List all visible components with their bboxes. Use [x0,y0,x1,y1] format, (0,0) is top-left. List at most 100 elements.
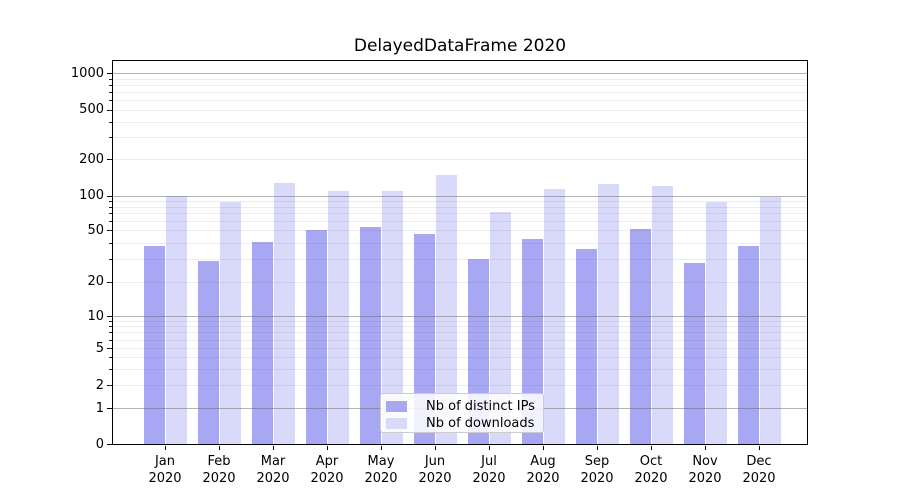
bar-ips-oct [629,228,651,445]
x-tick-label-month: Apr [315,454,339,469]
y-minor-tick-200 [109,159,112,160]
x-tick-sep [596,446,598,450]
x-tick-label-year: 2020 [634,471,668,486]
x-tick-label-dec: Dec 2020 [731,453,787,487]
x-tick-apr [326,446,328,450]
x-tick-may [380,446,382,450]
bar-ips-feb [197,261,219,445]
y-minor-tick-500 [109,109,112,111]
gridline-minor-9 [113,320,807,322]
bar-ips-dec [737,245,759,445]
gridline-minor-80 [113,206,807,208]
gridline-minor-200 [113,159,807,160]
gridline-minor-40 [113,242,807,244]
y-tick-1 [107,408,112,409]
x-tick-label-month: Jul [481,454,497,469]
gridline-minor-400 [113,121,807,123]
gridline-minor-90 [113,200,807,202]
x-tick-label-jul: Jul 2020 [461,453,517,487]
x-tick-label-aug: Aug 2020 [515,453,571,487]
y-tick-label-2: 2 [95,377,104,393]
legend-swatch-downloads [386,417,407,429]
x-tick-label-oct: Oct 2020 [623,453,679,487]
bar-downloads-may [381,191,403,445]
chart-title: DelayedDataFrame 2020 [353,36,567,56]
x-tick-label-year: 2020 [148,471,182,486]
y-minor-tick-4 [109,357,112,358]
y-minor-tick-7 [109,332,112,334]
y-tick-label-50: 50 [87,222,104,238]
y-tick-1000 [107,73,112,74]
x-tick-label-month: Aug [530,454,556,469]
bar-downloads-sep [597,184,619,445]
x-tick-label-year: 2020 [310,471,344,486]
gridline-minor-30 [113,258,807,260]
x-tick-label-jan: Jan 2020 [137,453,193,487]
bar-downloads-nov [705,201,727,445]
x-tick-oct [650,446,652,450]
y-minor-tick-20 [109,281,112,283]
x-tick-label-year: 2020 [364,471,398,486]
x-tick-label-nov: Nov 2020 [677,453,733,487]
y-minor-tick-30 [109,258,112,260]
bar-downloads-jan [165,196,187,445]
x-tick-label-year: 2020 [580,471,614,486]
y-tick-label-500: 500 [79,102,104,117]
x-tick-jun [434,446,436,450]
y-minor-tick-80 [109,206,112,208]
x-tick-label-month: Oct [639,454,663,469]
x-tick-label-jun: Jun 2020 [407,453,463,487]
x-tick-label-sep: Sep 2020 [569,453,625,487]
gridline-major-10 [113,316,807,317]
x-tick-label-feb: Feb 2020 [191,453,247,487]
legend-item-distinct-ips: Nb of distinct IPs [386,398,537,414]
legend-label-downloads: Nb of downloads [426,415,535,431]
bar-ips-jan [143,245,165,445]
gridline-major-1000 [113,73,807,74]
gridline-minor-60 [113,220,807,222]
gridline-minor-50 [113,230,807,231]
gridline-minor-800 [113,84,807,86]
bar-downloads-apr [327,190,349,445]
y-tick-label-20: 20 [87,274,104,289]
x-tick-label-may: May 2020 [353,453,409,487]
bar-ips-jun [413,233,435,445]
bar-ips-apr [305,229,327,445]
y-minor-tick-90 [109,200,112,202]
y-minor-tick-3 [109,368,112,370]
y-tick-label-200: 200 [79,151,104,167]
x-tick-label-month: Jun [424,454,446,469]
y-minor-tick-900 [109,78,112,80]
gridline-major-100 [113,195,807,197]
legend: Nb of distinct IPs Nb of downloads [380,393,544,433]
x-tick-label-apr: Apr 2020 [299,453,355,487]
x-tick-label-year: 2020 [526,471,560,486]
gridline-minor-4 [113,357,807,358]
gridline-minor-5 [113,348,807,349]
y-minor-tick-60 [109,220,112,222]
bar-ips-sep [575,248,597,445]
x-tick-label-month: Dec [746,454,772,469]
bar-downloads-oct [651,185,673,445]
y-tick-label-1000: 1000 [70,65,104,81]
x-tick-label-month: Jan [154,454,176,469]
gridline-minor-6 [113,339,807,341]
bar-downloads-mar [273,183,295,445]
bar-downloads-dec [759,197,781,445]
y-minor-tick-600 [109,99,112,101]
y-tick-label-1: 1 [95,400,104,416]
x-tick-label-year: 2020 [418,471,452,486]
y-minor-tick-9 [109,320,112,322]
legend-label-ips: Nb of distinct IPs [426,398,535,414]
y-tick-label-5: 5 [95,340,104,356]
x-tick-label-month: Mar [260,454,286,469]
bar-downloads-jun [435,175,457,445]
gridline-minor-8 [113,326,807,328]
x-tick-label-year: 2020 [472,471,506,486]
bar-downloads-feb [219,202,241,445]
y-minor-tick-50 [109,230,112,231]
x-tick-jan [164,446,166,450]
x-tick-mar [272,446,274,450]
y-minor-tick-8 [109,326,112,328]
gridline-minor-2 [113,385,807,386]
